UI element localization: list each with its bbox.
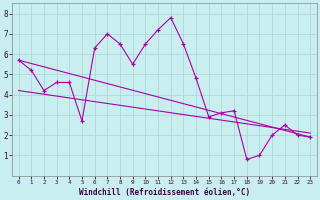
X-axis label: Windchill (Refroidissement éolien,°C): Windchill (Refroidissement éolien,°C)	[79, 188, 250, 197]
